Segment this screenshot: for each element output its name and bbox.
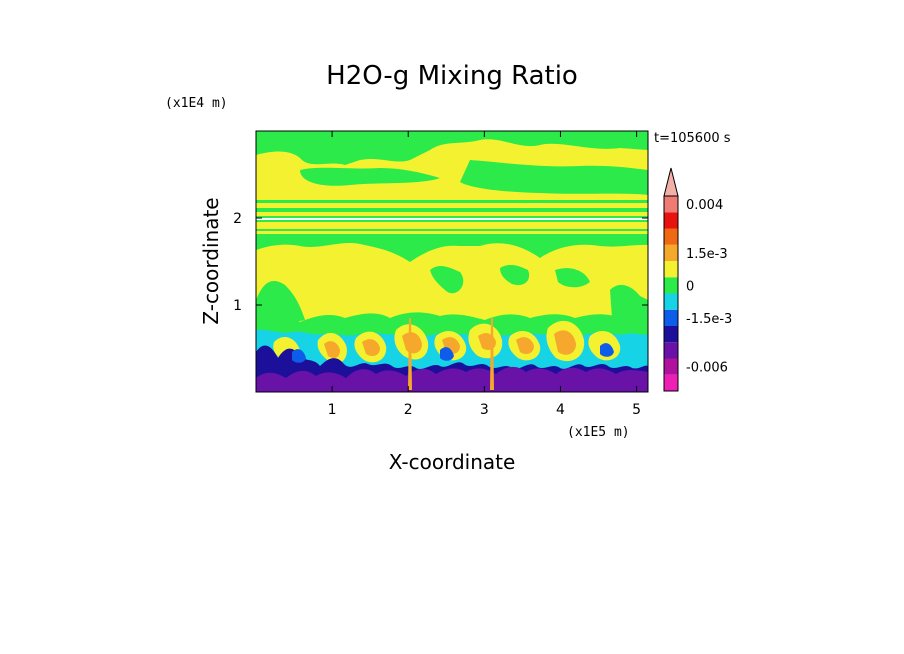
colorbar-swatch <box>664 212 678 229</box>
x-tick-label: 4 <box>556 402 565 418</box>
x-tick-label: 1 <box>328 402 337 418</box>
colorbar-overflow-arrow <box>663 167 679 197</box>
green-patch <box>460 160 648 195</box>
x-tick-label: 2 <box>404 402 413 418</box>
vertical-streak <box>408 318 412 390</box>
green-patch <box>610 284 648 320</box>
colorbar-label: 1.5e-3 <box>686 247 728 262</box>
x-axis-ticks: 1 2 3 4 5 <box>328 131 641 418</box>
colorbar-swatch <box>664 326 678 343</box>
colorbar-swatch <box>664 293 678 310</box>
plot-frame <box>255 130 649 393</box>
colorbar-swatch <box>664 374 678 391</box>
y-axis-unit: (x1E4 m) <box>165 96 228 111</box>
colorbar-label: -0.006 <box>686 361 728 376</box>
band <box>256 203 648 208</box>
colorbar-swatch <box>664 342 678 359</box>
green-patch <box>430 266 464 294</box>
warm-plume <box>554 330 576 355</box>
colorbar-swatch <box>664 277 678 294</box>
green-patch <box>555 268 590 288</box>
chart-title: H2O-g Mixing Ratio <box>326 61 578 91</box>
colorbar-swatch <box>664 244 678 261</box>
colorbar-swatch <box>664 358 678 375</box>
x-tick-label: 5 <box>632 402 641 418</box>
y-axis-ticks: 12 <box>233 211 648 314</box>
green-patch <box>256 280 305 330</box>
warm-plume <box>324 341 340 358</box>
warm-plume <box>362 339 380 356</box>
green-patch <box>500 264 530 286</box>
y-axis-label: Z-coordinate <box>199 197 223 324</box>
x-tick-label: 3 <box>480 402 489 418</box>
colorbar-swatch <box>664 261 678 278</box>
green-patch <box>300 167 440 186</box>
warm-plume <box>402 332 422 354</box>
colorbar-swatch <box>664 228 678 245</box>
green-patch <box>256 132 295 150</box>
vertical-streak <box>490 318 494 390</box>
x-axis-unit: (x1E5 m) <box>567 425 630 440</box>
lower-purple-layer <box>256 366 648 392</box>
colorbar-swatch <box>664 196 678 213</box>
band <box>256 218 648 220</box>
colorbar: 0.004 1.5e-3 0 -1.5e-3 -0.006 <box>663 167 732 392</box>
contour-field <box>256 131 648 392</box>
band <box>256 212 648 216</box>
y-tick-label: 2 <box>233 211 242 227</box>
colorbar-label: -1.5e-3 <box>686 312 732 327</box>
time-label: t=105600 s <box>654 131 731 146</box>
y-tick-label: 1 <box>233 298 242 314</box>
colorbar-label: 0.004 <box>686 198 723 213</box>
band <box>256 231 648 234</box>
x-axis-label: X-coordinate <box>389 450 516 474</box>
colorbar-frame <box>663 195 679 392</box>
band <box>256 222 648 229</box>
warm-plume <box>516 337 534 354</box>
colorbar-label: 0 <box>686 279 694 294</box>
colorbar-swatch <box>664 309 678 326</box>
